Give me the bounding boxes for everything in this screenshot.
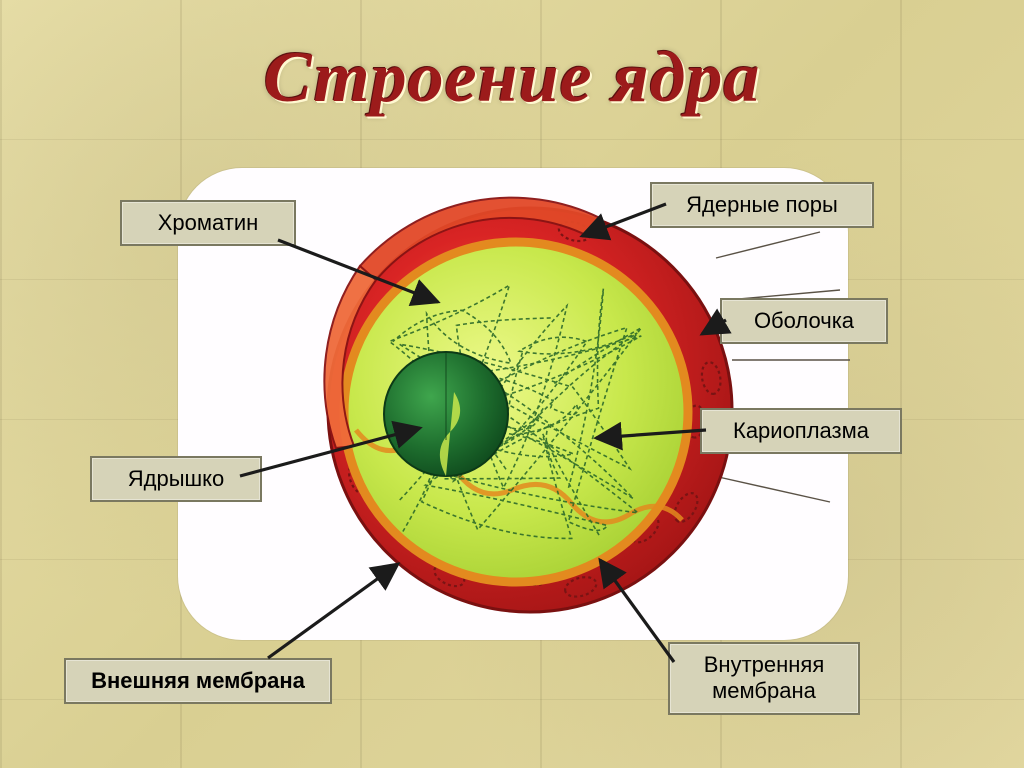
label-nuclear-pores: Ядерные поры bbox=[650, 182, 874, 228]
nucleus-diagram bbox=[0, 0, 1024, 768]
label-text: Внешняя мембрана bbox=[91, 668, 305, 693]
label-text: Ядерные поры bbox=[686, 192, 838, 217]
label-inner-membrane: Внутренняя мембрана bbox=[668, 642, 860, 715]
label-text: Кариоплазма bbox=[733, 418, 869, 443]
label-text: Внутренняя мембрана bbox=[704, 652, 825, 703]
label-nucleolus: Ядрышко bbox=[90, 456, 262, 502]
nucleolus-shape bbox=[384, 352, 508, 476]
label-text: Ядрышко bbox=[128, 466, 225, 491]
label-text: Оболочка bbox=[754, 308, 854, 333]
label-outer-membrane: Внешняя мембрана bbox=[64, 658, 332, 704]
label-text: Хроматин bbox=[158, 210, 259, 235]
label-chromatin: Хроматин bbox=[120, 200, 296, 246]
label-karyoplasm: Кариоплазма bbox=[700, 408, 902, 454]
label-envelope: Оболочка bbox=[720, 298, 888, 344]
